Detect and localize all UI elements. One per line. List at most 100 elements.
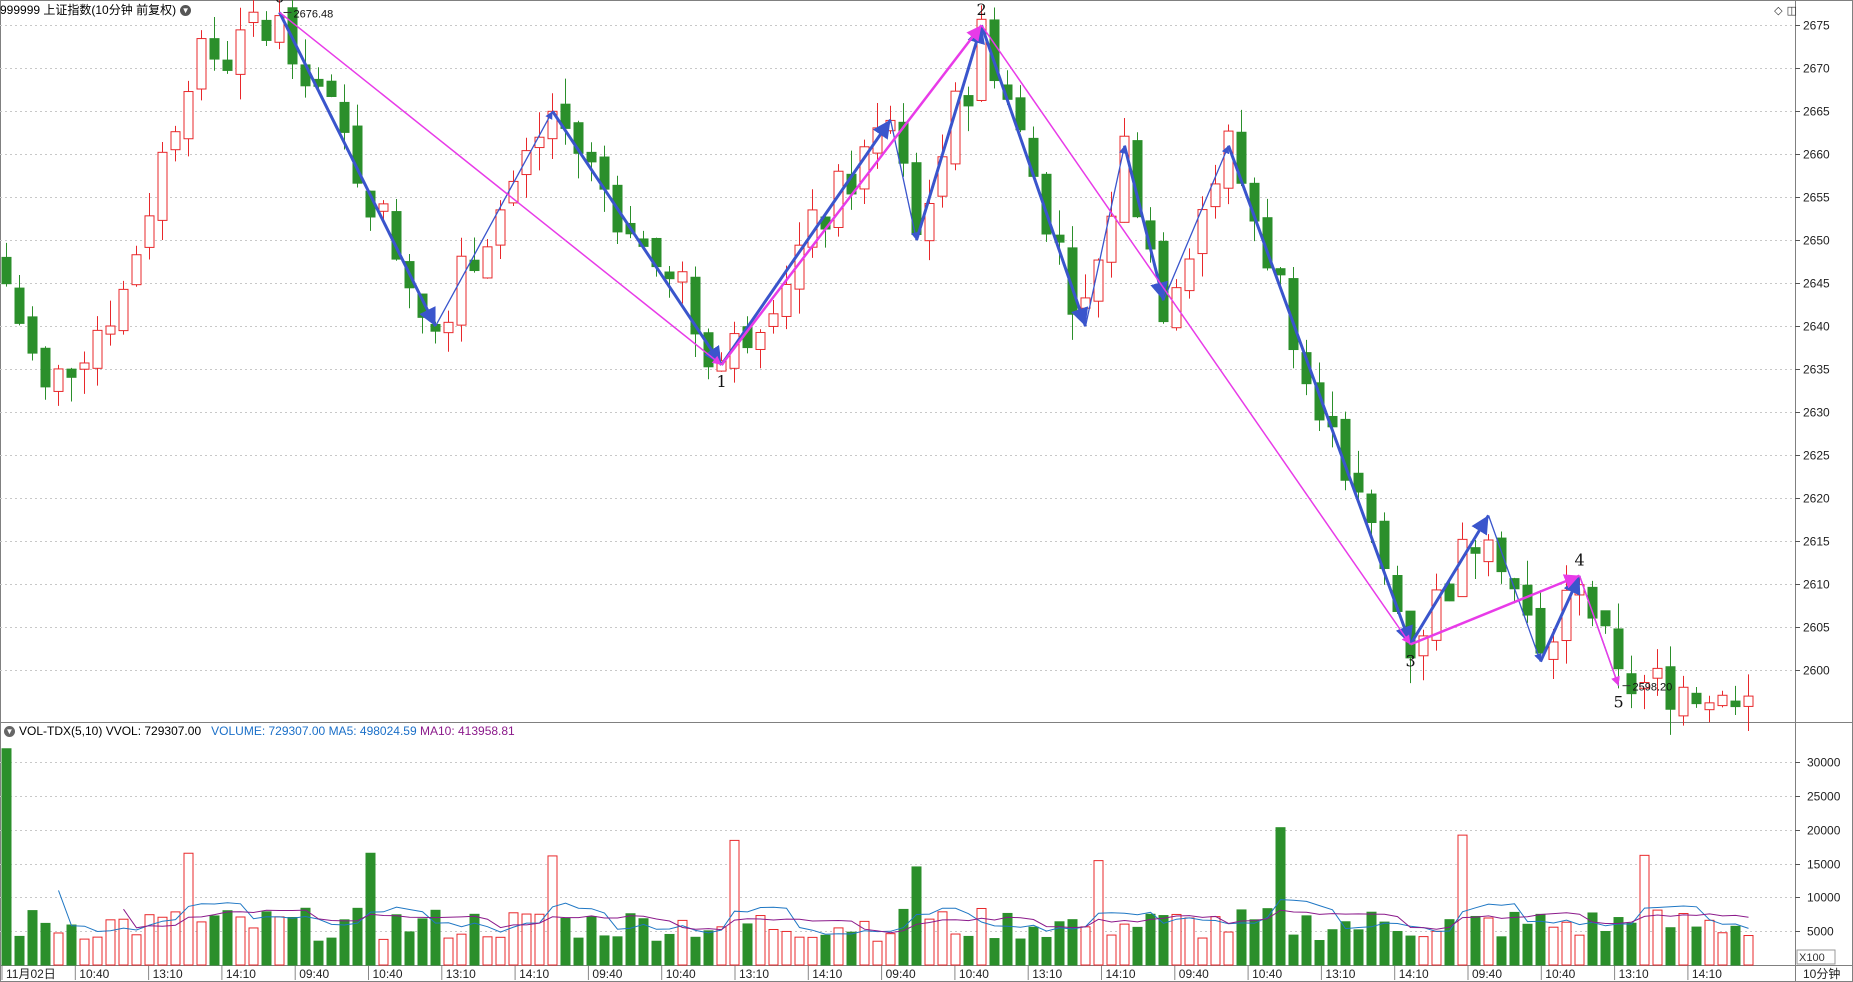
volume-bar [1405, 935, 1416, 966]
volume-bar [248, 927, 259, 966]
volume-bar [1379, 921, 1390, 966]
volume-bar [1431, 930, 1442, 966]
candle-body [456, 255, 467, 326]
volume-bar [1028, 926, 1039, 966]
volume-bar [1548, 926, 1559, 966]
sub-wave-line [1409, 514, 1490, 646]
volume-bar [1353, 929, 1364, 966]
volume-bar [859, 920, 870, 966]
candle-body [1613, 628, 1624, 670]
time-tick-label: 09:40 [299, 967, 329, 981]
volume-bar [651, 940, 662, 966]
price-tick-label: 2645 [1803, 277, 1830, 291]
price-tick-label: 2640 [1803, 320, 1830, 334]
volume-bar [1132, 926, 1143, 966]
candle-body [1080, 297, 1091, 309]
period-label: 10分钟 [1803, 966, 1840, 981]
volume-bar [612, 936, 623, 966]
time-tick-label: 09:40 [1472, 967, 1502, 981]
volume-bar [924, 918, 935, 966]
volume-bar [261, 911, 272, 966]
main-wave-line [279, 11, 722, 366]
volume-bar [1184, 917, 1195, 966]
candle-body [105, 325, 116, 335]
volume-bar [1522, 923, 1533, 966]
price-tick-label: 2625 [1803, 449, 1830, 463]
candle-body [378, 203, 389, 212]
candle-body [534, 136, 545, 149]
ma10-value: MA10: 413958.81 [419, 724, 515, 738]
candle-body [1275, 268, 1286, 276]
volume-bar [989, 938, 1000, 966]
candle-body [1158, 240, 1169, 323]
volume-bar [469, 913, 480, 966]
candle-body [131, 254, 142, 286]
time-tick-label: 14:10 [226, 967, 256, 981]
price-tick-label: 2620 [1803, 492, 1830, 506]
candle-body [1431, 589, 1442, 641]
candle-body [521, 150, 532, 176]
candle-body [79, 362, 90, 370]
main-wave-line [720, 24, 983, 366]
volume-bar [664, 933, 675, 966]
volume-bar [391, 914, 402, 966]
wave-label: 4 [1575, 551, 1585, 570]
candle-body [664, 271, 675, 280]
candle-body [1665, 666, 1676, 710]
volume-bar [534, 913, 545, 966]
volume-bar [1015, 938, 1026, 966]
volume-bar [560, 917, 571, 966]
volume-bar [1418, 936, 1429, 966]
price-tick-label: 2650 [1803, 234, 1830, 248]
candle-body [209, 38, 220, 60]
candle-body [261, 19, 272, 41]
main-wave-line [1410, 574, 1580, 646]
price-tick-label: 2615 [1803, 535, 1830, 549]
volume-bar [794, 936, 805, 966]
sub-wave-line [720, 118, 892, 366]
volume-bar [300, 907, 311, 966]
sub-wave-line [1123, 145, 1168, 301]
volume-bar [352, 907, 363, 966]
volume-bar [482, 936, 493, 966]
volume-bar [1210, 916, 1221, 966]
candle-body [1626, 673, 1637, 695]
price-tick-label: 2610 [1803, 578, 1830, 592]
volume-bar [222, 910, 233, 966]
volume-bar [677, 919, 688, 966]
volume-bar [105, 919, 116, 966]
volume-bar [885, 933, 896, 966]
time-tick-label: 10:40 [959, 967, 989, 981]
candle-body [898, 121, 909, 164]
volume-bar [1678, 913, 1689, 966]
chevron-down-icon[interactable]: ▼ [180, 5, 192, 17]
candle-body [1353, 472, 1364, 493]
chart-title[interactable]: 999999 上证指数(10分钟 前复权) ▼ [0, 2, 192, 18]
diamond-icon[interactable]: ◇ [1774, 5, 1783, 17]
candle-body [1678, 686, 1689, 717]
volume-bar [898, 908, 909, 966]
candle-body [1119, 135, 1130, 223]
candle-body [1496, 537, 1507, 573]
price-tick-label: 2665 [1803, 105, 1830, 119]
time-tick-label: 13:10 [1325, 967, 1355, 981]
wave-label: 3 [1406, 651, 1416, 670]
volume-bar [1119, 923, 1130, 966]
candle-body [248, 11, 259, 24]
indicator-name[interactable]: VOL-TDX(5,10) [19, 724, 103, 738]
price-annotation-label: 2598.20 [1633, 682, 1673, 694]
volume-bar [911, 866, 922, 966]
volume-bar [846, 931, 857, 966]
panel-toggle-icon[interactable]: ◫ [1786, 5, 1797, 17]
chevron-down-icon[interactable]: ▼ [4, 726, 15, 738]
time-tick-label: 11月02日 [6, 967, 56, 981]
price-tick-label: 2655 [1803, 191, 1830, 205]
volume-bar [638, 918, 649, 966]
volume-bar [1, 748, 12, 966]
volume-bar [157, 916, 168, 966]
candle-body [677, 271, 688, 283]
candle-body [1366, 493, 1377, 524]
candle-body [924, 203, 935, 242]
candle-body [1639, 682, 1650, 689]
